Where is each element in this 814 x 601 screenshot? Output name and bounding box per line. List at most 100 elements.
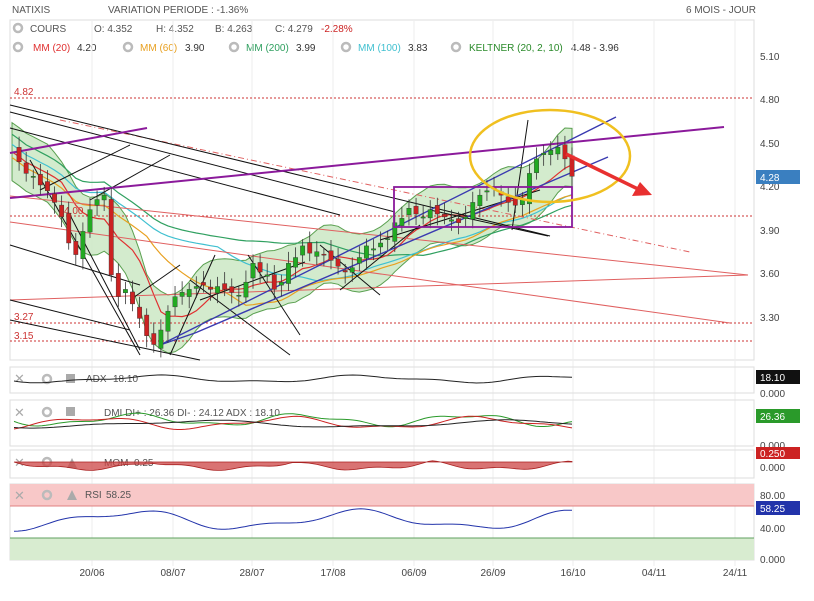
candle xyxy=(123,281,128,305)
candle xyxy=(427,200,433,229)
candle xyxy=(59,195,65,228)
level-label-482: 4.82 xyxy=(14,87,34,98)
gear-icon[interactable] xyxy=(41,489,53,501)
gear-icon[interactable] xyxy=(41,406,53,418)
keltner-value: 4.48 - 3.96 xyxy=(571,43,619,54)
candle xyxy=(286,251,291,291)
candle xyxy=(534,147,539,180)
candle xyxy=(342,263,348,284)
minimize-icon[interactable] xyxy=(66,407,75,416)
consolidation-box xyxy=(393,186,573,228)
candle xyxy=(378,231,384,254)
candle xyxy=(236,286,242,307)
candle xyxy=(293,247,298,277)
dmi-badge: 26.36 xyxy=(760,412,785,423)
x-tick: 26/09 xyxy=(480,568,505,579)
candle xyxy=(364,238,369,270)
close-icon[interactable]: ✕ xyxy=(14,405,25,420)
mm60-label: MM (60) xyxy=(140,43,177,54)
candle xyxy=(463,205,469,227)
candle xyxy=(527,163,532,214)
candle xyxy=(45,170,50,199)
candle xyxy=(257,254,263,284)
close-icon[interactable]: ✕ xyxy=(14,488,25,503)
candle xyxy=(130,280,135,312)
candle xyxy=(108,187,114,282)
candle xyxy=(413,197,419,226)
gear-icon[interactable] xyxy=(12,22,24,34)
close-icon[interactable]: ✕ xyxy=(14,371,25,386)
gear-icon[interactable] xyxy=(340,41,352,53)
minimize-icon[interactable] xyxy=(66,374,75,383)
current-price-badge xyxy=(756,170,800,184)
keltner-band xyxy=(11,121,573,354)
level-lines xyxy=(10,97,754,342)
x-axis: 20/06 08/07 28/07 17/08 06/09 26/09 16/1… xyxy=(79,568,747,579)
candle xyxy=(562,135,568,170)
candle xyxy=(321,248,327,267)
adx-panel[interactable] xyxy=(9,366,755,394)
dmi-panel[interactable] xyxy=(9,399,755,447)
rsi-tick: 0.000 xyxy=(760,555,785,566)
candle xyxy=(371,239,376,261)
candle xyxy=(307,231,313,262)
candle xyxy=(87,198,93,238)
candle xyxy=(250,254,256,289)
candle xyxy=(151,322,157,353)
adx-tick: 0.000 xyxy=(760,389,785,400)
candle xyxy=(200,271,206,293)
candle xyxy=(406,199,412,226)
candle xyxy=(186,282,192,309)
mm100-label: MM (100) xyxy=(358,43,401,54)
low-value: B: 4.263 xyxy=(215,24,253,35)
mom-histogram xyxy=(13,460,573,471)
candle xyxy=(300,239,306,267)
price-tick: 4.80 xyxy=(760,95,780,106)
candle xyxy=(115,263,121,307)
candle xyxy=(222,272,228,297)
candle xyxy=(385,230,391,251)
adx-line xyxy=(13,374,573,384)
highlight-ellipse xyxy=(468,108,632,204)
period-selector[interactable]: 6 MOIS - JOUR xyxy=(686,5,756,16)
candle xyxy=(434,197,440,226)
mom-panel[interactable] xyxy=(9,449,755,479)
candle xyxy=(456,211,461,235)
mm200-label: MM (200) xyxy=(246,43,289,54)
level-label-400: 4.00 xyxy=(64,206,84,217)
gear-icon[interactable] xyxy=(450,41,462,53)
rsi-badge-bg xyxy=(756,501,800,515)
x-tick: 08/07 xyxy=(160,568,185,579)
purple-lines xyxy=(9,126,725,199)
candle xyxy=(23,151,29,182)
dmi-tick: 0.000 xyxy=(760,441,785,452)
rsi-overbought-zone xyxy=(10,484,754,506)
candle xyxy=(208,279,213,301)
candle xyxy=(215,276,220,304)
vertical-grid xyxy=(91,20,736,566)
candle xyxy=(349,257,355,282)
gear-icon[interactable] xyxy=(228,41,240,53)
candle xyxy=(470,191,476,229)
candle xyxy=(477,189,483,218)
candle xyxy=(179,281,185,305)
x-tick: 17/08 xyxy=(320,568,345,579)
dmi-badge-bg xyxy=(756,409,800,423)
adx-badge-bg xyxy=(756,370,800,384)
main-panel[interactable] xyxy=(9,19,755,361)
gear-icon[interactable] xyxy=(41,373,53,385)
up-arrow-icon[interactable] xyxy=(67,490,77,500)
mm200-line xyxy=(11,133,573,257)
candle xyxy=(541,145,547,166)
candle xyxy=(278,274,284,297)
cours-label: COURS xyxy=(30,24,66,35)
dmi-label: DMI DI+ : 26.36 DI- : 24.12 ADX : 18.10 xyxy=(104,408,280,419)
rsi-label: RSI xyxy=(85,490,102,501)
gear-icon[interactable] xyxy=(122,41,134,53)
candle xyxy=(16,136,22,171)
svg-text:✕: ✕ xyxy=(14,371,25,386)
candle xyxy=(442,202,447,225)
gear-icon[interactable] xyxy=(12,41,24,53)
candle xyxy=(420,205,426,225)
